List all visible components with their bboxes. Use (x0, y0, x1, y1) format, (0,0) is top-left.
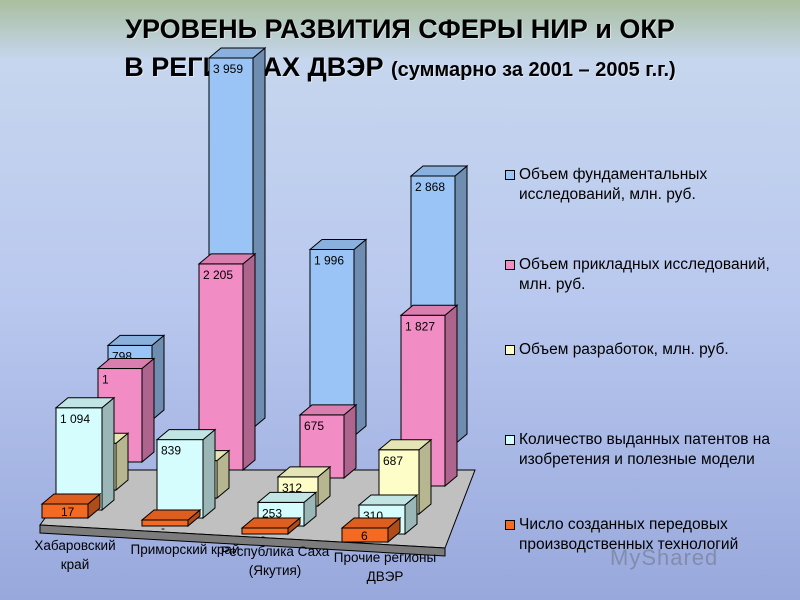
data-label-s2-c3: 687 (383, 454, 403, 468)
data-label-s4-c1: - (161, 521, 165, 535)
data-label-s1-c0: 1 (102, 373, 109, 387)
bar-s3-c1 (155, 428, 217, 520)
data-label-s4-c0: 17 (61, 505, 75, 519)
data-label-s4-c2: - (261, 529, 265, 543)
watermark-text: MyShared (610, 545, 719, 570)
legend-label-0: Объем фундаментальных исследований, млн.… (519, 166, 708, 203)
data-label-s3-c1: 839 (161, 444, 181, 458)
data-label-s1-c1: 2 205 (203, 268, 233, 282)
chart-floor-edge (39, 524, 446, 557)
bar-s4-c1 (140, 508, 202, 528)
data-label-s1-c2: 675 (304, 419, 324, 433)
bar-s4-c3 (340, 516, 402, 544)
category-label-2: Республика Саха (Якутия) (220, 544, 330, 578)
data-label-s4-c3: 6 (361, 529, 368, 543)
bar-s4-c0 (40, 492, 102, 520)
chart-title-sub: (суммарно за 2001 – 2005 г.г.) (390, 59, 676, 81)
data-label-s3-c2: 253 (262, 506, 282, 520)
category-label-1: Приморский край (130, 542, 240, 557)
category-label-3: Прочие регионы ДВЭР (333, 550, 437, 584)
bar-s3-c0 (54, 396, 116, 512)
legend-label-4: Число созданных передовых производственн… (519, 516, 739, 553)
legend-swatch-4 (505, 520, 515, 530)
legend-label-1: Объем прикладных исследований, млн. руб. (519, 256, 770, 293)
legend-swatch-0 (505, 170, 515, 180)
data-label-s2-c2: 312 (282, 481, 302, 495)
legend-label-3: Количество выданных патентов на изобрете… (519, 431, 770, 468)
category-label-0: Хабаровский край (34, 538, 116, 572)
legend-swatch-1 (505, 260, 515, 270)
data-label-s0-c3: 2 868 (415, 180, 445, 194)
data-label-s3-c0: 1 094 (60, 412, 90, 426)
bar-s4-c2 (240, 516, 302, 536)
data-label-s1-c3: 1 827 (405, 319, 435, 333)
data-label-s0-c1: 3 959 (213, 62, 243, 76)
data-label-s0-c2: 1 996 (314, 253, 344, 267)
chart-title-line1: УРОВЕНЬ РАЗВИТИЯ СФЕРЫ НИР и ОКР (125, 14, 675, 44)
legend-label-2: Объем разработок, млн. руб. (519, 341, 729, 358)
legend-swatch-2 (505, 345, 515, 355)
legend-swatch-3 (505, 435, 515, 445)
bar-s0-c2 (308, 238, 368, 438)
